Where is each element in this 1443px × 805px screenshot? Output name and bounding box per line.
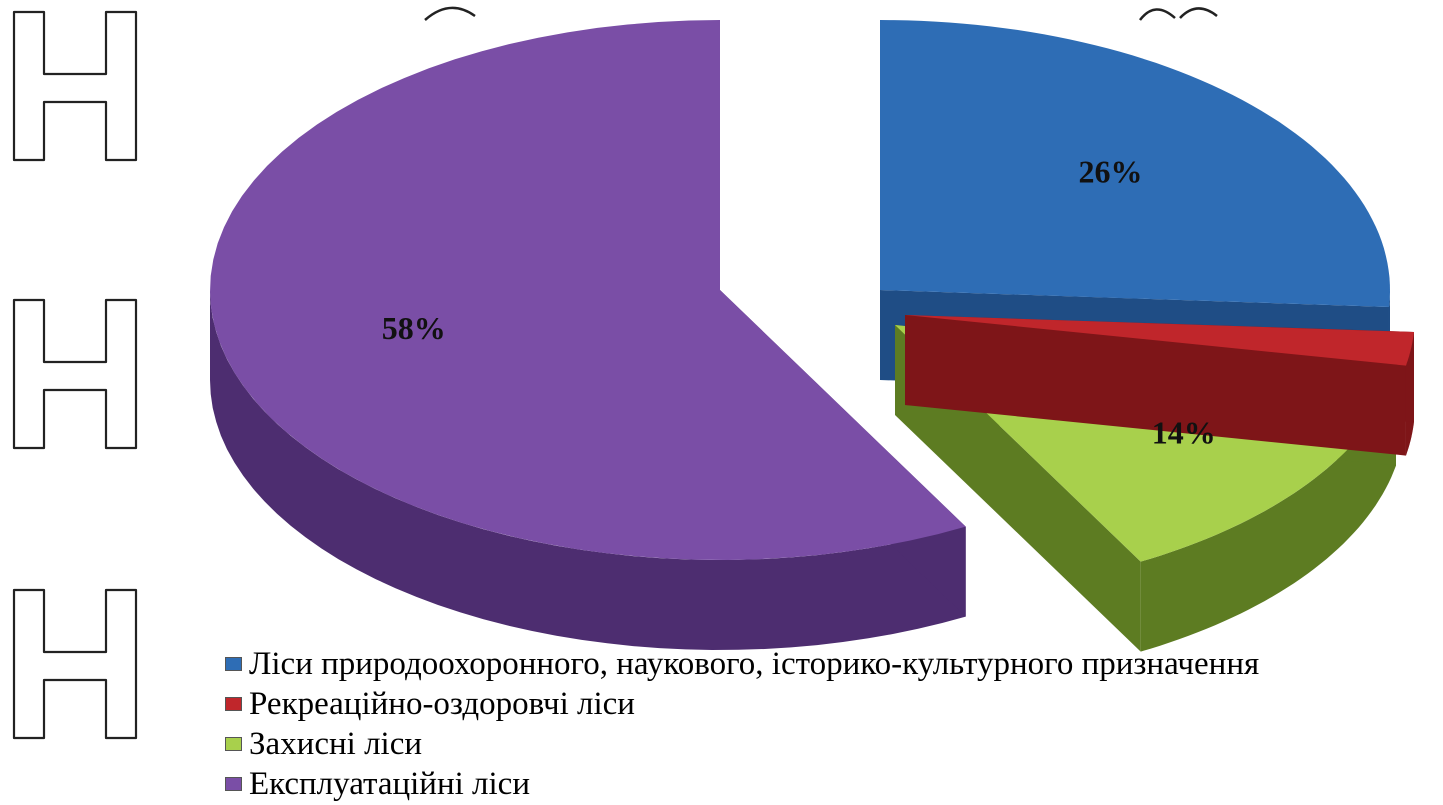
legend-swatch-icon	[225, 737, 242, 751]
legend-swatch-icon	[225, 777, 242, 791]
pie-slice	[210, 20, 966, 560]
pie-data-label: 14%	[1152, 414, 1216, 450]
chart-legend: Ліси природоохоронного, наукового, істор…	[225, 644, 1259, 804]
pie-slice	[880, 20, 1390, 307]
legend-swatch-icon	[225, 697, 242, 711]
pie-slice-group	[905, 315, 1414, 456]
cropped-letter-h-1	[12, 10, 138, 162]
legend-label: Рекреаційно-оздоровчі ліси	[249, 685, 635, 722]
pie-data-label: 58%	[382, 310, 446, 346]
legend-label: Захисні ліси	[249, 725, 423, 762]
legend-item: Експлуатаційні ліси	[225, 764, 1259, 804]
pie-data-label: 26%	[1079, 154, 1143, 190]
pie-slice-side	[1140, 375, 1396, 652]
pie-slice-side	[210, 290, 966, 650]
legend-swatch-icon	[225, 657, 242, 671]
legend-item: Захисні ліси	[225, 724, 1259, 764]
cropped-letter-h-3	[12, 588, 138, 740]
legend-label: Експлуатаційні ліси	[249, 765, 530, 802]
legend-item: Ліси природоохоронного, наукового, істор…	[225, 644, 1259, 684]
pie-slice-group	[210, 20, 966, 650]
cropped-glyph-top-1	[424, 6, 476, 21]
cropped-letter-h-2	[12, 298, 138, 450]
legend-item: Рекреаційно-оздоровчі ліси	[225, 684, 1259, 724]
legend-label: Ліси природоохоронного, наукового, істор…	[249, 645, 1260, 682]
pie-slice-cut	[905, 315, 1406, 456]
pie-slice	[905, 315, 1414, 366]
cropped-glyph-top-2	[1139, 7, 1218, 21]
